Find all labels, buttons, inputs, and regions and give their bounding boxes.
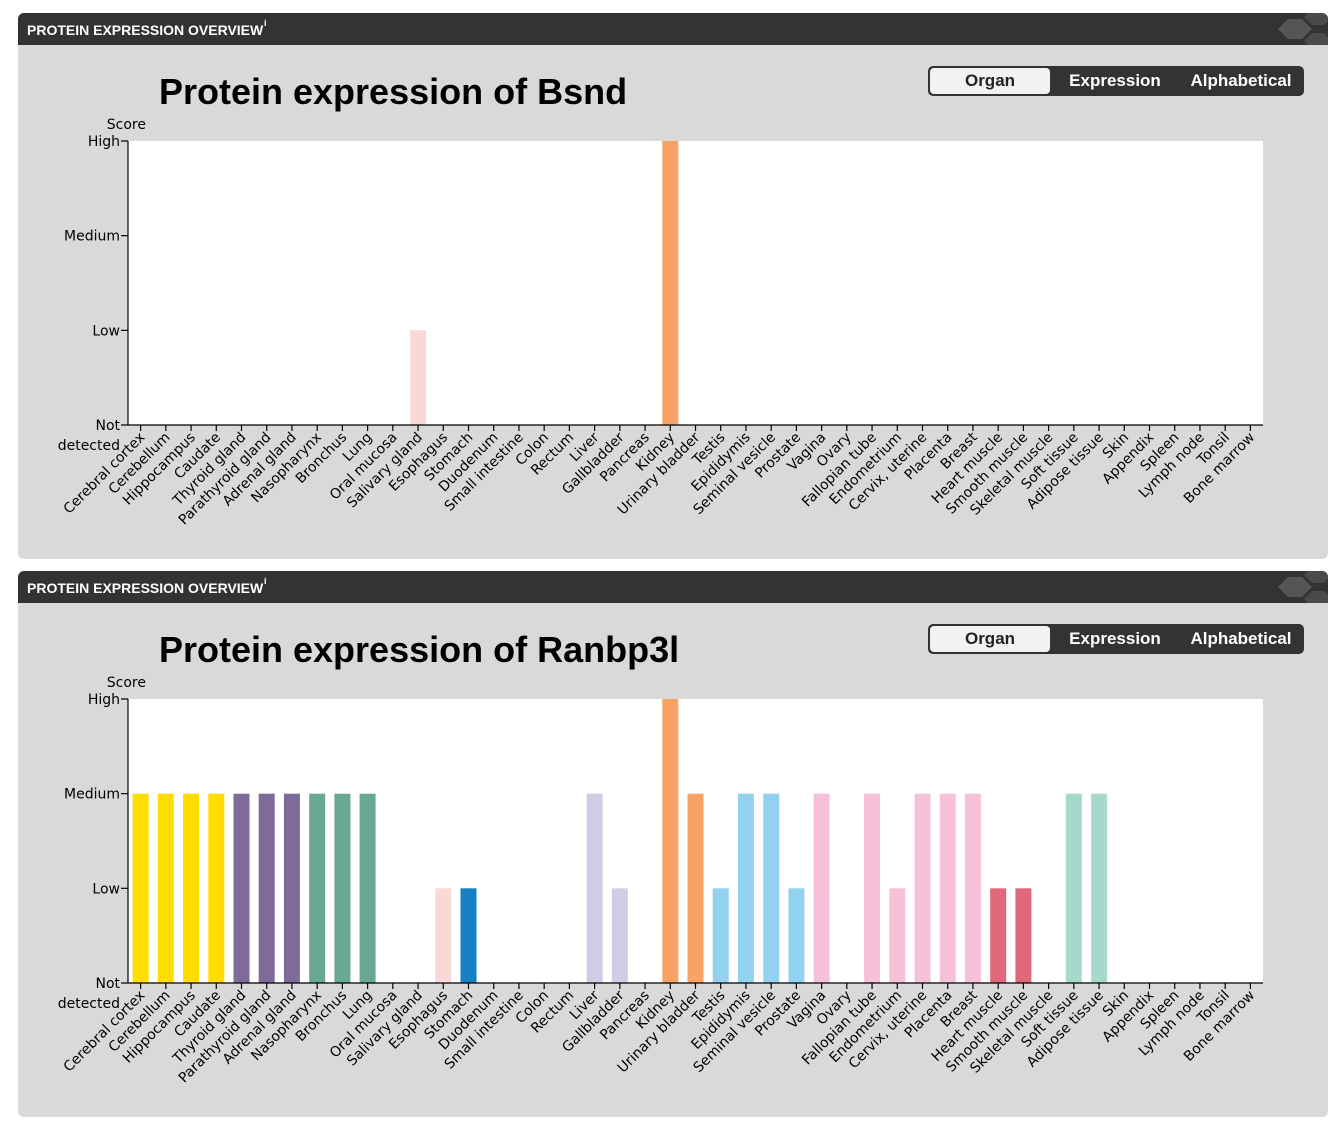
y-tick-label: Medium: [64, 229, 120, 245]
y-tick-label: Medium: [64, 787, 120, 803]
bar[interactable]: [283, 793, 300, 983]
bar[interactable]: [813, 793, 830, 983]
chart-title: Protein expression of Ranbp3l: [159, 629, 680, 670]
bar[interactable]: [1091, 793, 1108, 983]
bar[interactable]: [309, 793, 326, 983]
sort-alphabetical-button[interactable]: Alphabetical: [1190, 71, 1292, 90]
bar[interactable]: [662, 699, 679, 983]
hexagon-pattern-icon: [1278, 571, 1328, 603]
bar[interactable]: [687, 793, 704, 983]
bar[interactable]: [460, 888, 477, 983]
sort-toggle: Organ Expression Alphabetical: [928, 624, 1304, 654]
bar[interactable]: [990, 888, 1007, 983]
hexagon-pattern-icon: [1278, 13, 1328, 45]
bar[interactable]: [1015, 888, 1032, 983]
bar[interactable]: [435, 888, 452, 983]
sort-organ-button[interactable]: Organ: [930, 68, 1050, 94]
panel-header-title: PROTEIN EXPRESSION OVERVIEW: [27, 22, 264, 38]
sort-alphabetical-button[interactable]: Alphabetical: [1190, 629, 1292, 648]
bar[interactable]: [132, 793, 149, 983]
bar[interactable]: [233, 793, 250, 983]
bar[interactable]: [964, 793, 981, 983]
y-tick-label: High: [88, 692, 120, 708]
bar[interactable]: [737, 793, 754, 983]
chart-title: Protein expression of Bsnd: [159, 71, 628, 112]
sort-expression-button[interactable]: Expression: [1069, 71, 1161, 90]
bar[interactable]: [410, 330, 427, 425]
sort-toggle: Organ Expression Alphabetical: [928, 66, 1304, 96]
bar[interactable]: [1065, 793, 1082, 983]
bar[interactable]: [788, 888, 805, 983]
bar[interactable]: [359, 793, 376, 983]
protein-expression-panel-ranbp3l: PROTEIN EXPRESSION OVERVIEW i Protein ex…: [18, 571, 1328, 1117]
info-icon[interactable]: i: [264, 18, 267, 28]
bar[interactable]: [662, 141, 679, 425]
bar[interactable]: [864, 793, 881, 983]
y-tick-label: Low: [92, 323, 120, 339]
y-tick-label: detected: [58, 438, 120, 454]
plot-area: [128, 141, 1263, 425]
bar[interactable]: [586, 793, 603, 983]
panel-header-title: PROTEIN EXPRESSION OVERVIEW: [27, 580, 264, 596]
y-axis-label: Score: [107, 117, 146, 133]
y-tick-label: Not: [95, 418, 120, 434]
bar[interactable]: [183, 793, 200, 983]
y-tick-label: Not: [95, 976, 120, 992]
sort-expression-button[interactable]: Expression: [1069, 629, 1161, 648]
y-tick-label: detected: [58, 996, 120, 1012]
y-axis-label: Score: [107, 675, 146, 691]
protein-expression-panel-bsnd: PROTEIN EXPRESSION OVERVIEW i Protein ex…: [18, 13, 1328, 559]
bar[interactable]: [763, 793, 780, 983]
bar[interactable]: [939, 793, 956, 983]
bar[interactable]: [889, 888, 906, 983]
bar[interactable]: [208, 793, 225, 983]
bar[interactable]: [611, 888, 628, 983]
y-tick-label: Low: [92, 881, 120, 897]
bar[interactable]: [712, 888, 729, 983]
bar[interactable]: [258, 793, 275, 983]
bar[interactable]: [334, 793, 351, 983]
panel-header: PROTEIN EXPRESSION OVERVIEW i: [18, 571, 1328, 603]
bar[interactable]: [157, 793, 174, 983]
info-icon[interactable]: i: [264, 576, 267, 586]
sort-organ-button[interactable]: Organ: [930, 626, 1050, 652]
bar[interactable]: [914, 793, 931, 983]
y-tick-label: High: [88, 134, 120, 150]
panel-header: PROTEIN EXPRESSION OVERVIEW i: [18, 13, 1328, 45]
